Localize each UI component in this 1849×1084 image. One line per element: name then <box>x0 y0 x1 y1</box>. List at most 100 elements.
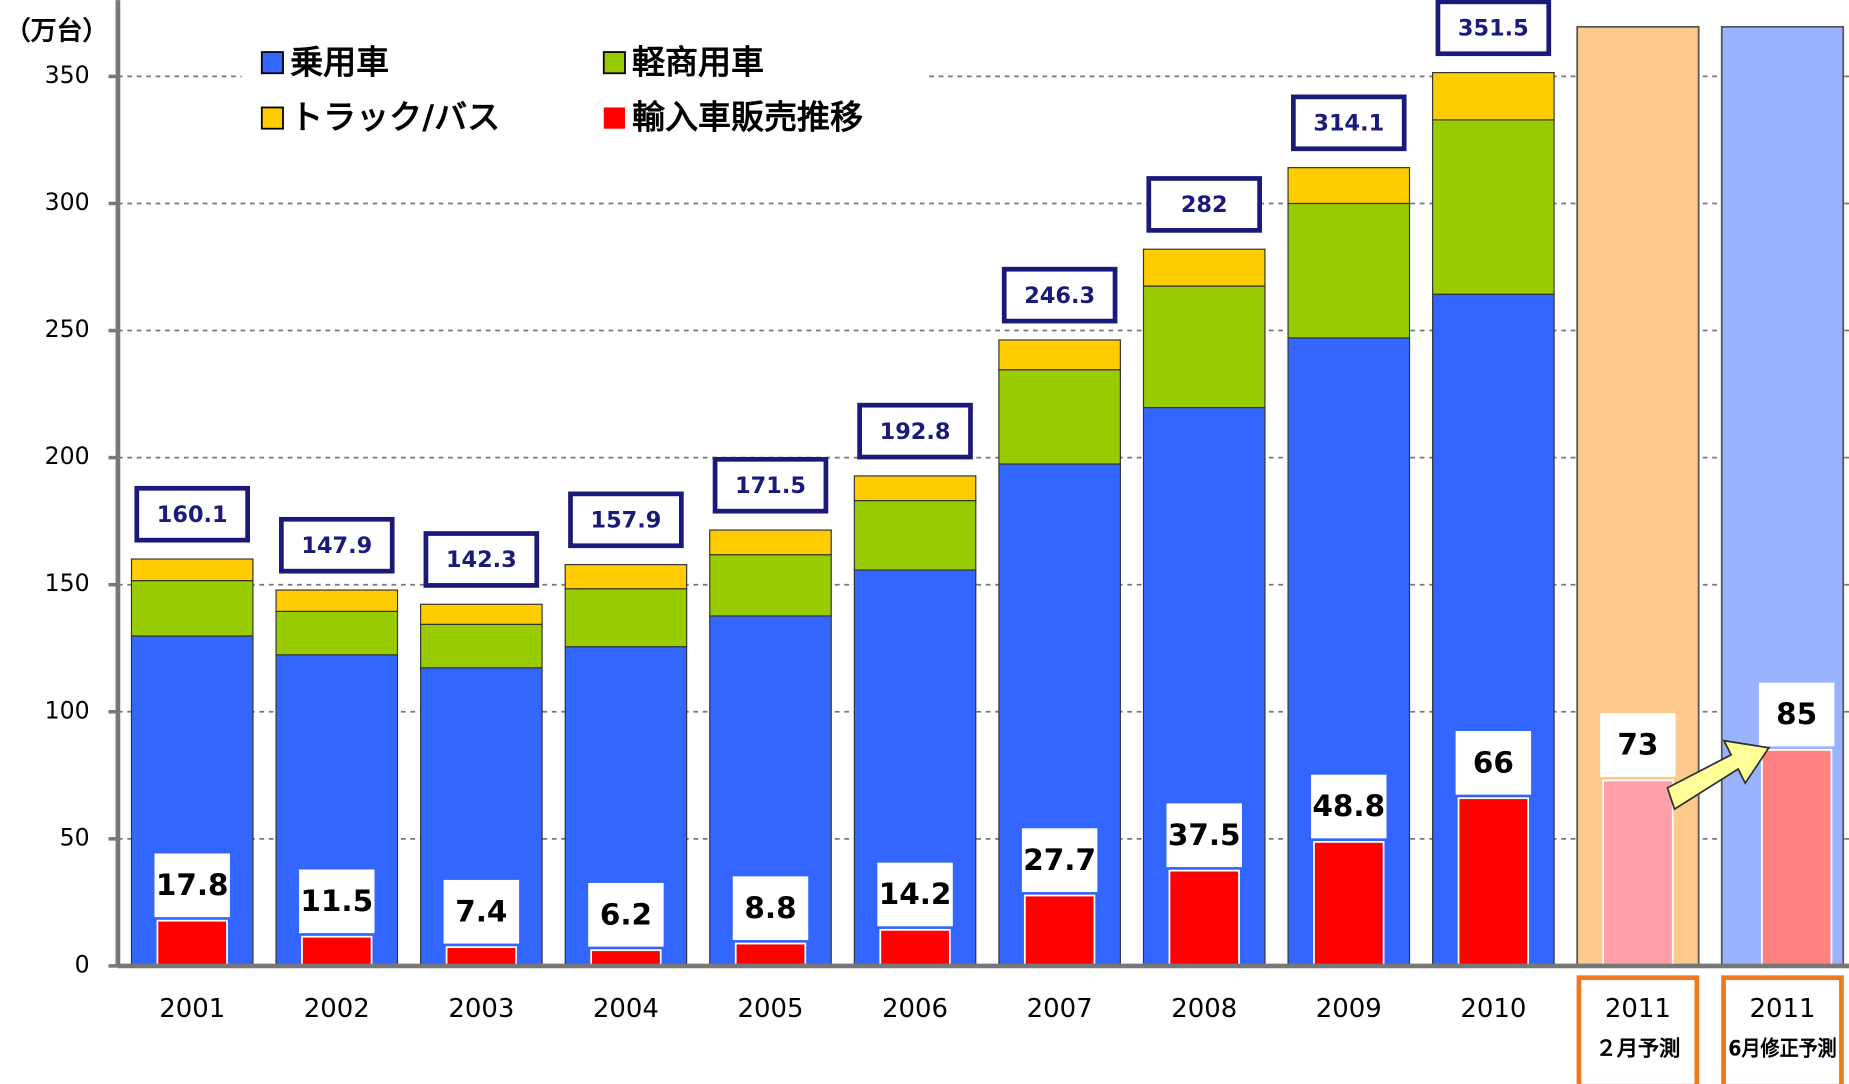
forecast-label-box <box>1721 975 1844 1084</box>
total-label: 142.3 <box>446 547 517 573</box>
y-tick-label: 200 <box>45 442 90 470</box>
value-box <box>1311 774 1387 839</box>
total-box <box>712 456 829 514</box>
bar-segment <box>564 588 688 648</box>
bar-segment <box>420 623 543 669</box>
bar-segment <box>420 603 543 625</box>
value-label: 14.2 <box>879 877 952 911</box>
total-box <box>423 531 540 588</box>
total-box <box>857 402 973 460</box>
value-label: 7.4 <box>455 894 507 928</box>
arrow <box>1666 739 1771 811</box>
total-label: 192.8 <box>880 419 951 445</box>
legend-label: 輸入車販売推移 <box>632 98 863 137</box>
import-bar <box>1760 749 1833 967</box>
total-label: 282 <box>1181 192 1228 218</box>
bar-segment <box>853 499 977 571</box>
import-bar <box>590 949 662 967</box>
x-tick-label: 2008 <box>1171 994 1237 1024</box>
bar-segment <box>1142 248 1266 287</box>
total-label: 246.3 <box>1024 283 1095 309</box>
value-label: 11.5 <box>300 884 373 918</box>
bar-segment <box>130 558 254 582</box>
value-label: 6.2 <box>600 897 652 931</box>
category-note: ２月予測 <box>1595 1037 1680 1062</box>
legend-label: トラック/バス <box>290 98 500 137</box>
bar-segment <box>564 564 688 590</box>
y-tick-label: 50 <box>60 823 90 851</box>
x-tick-label: 2006 <box>882 994 948 1024</box>
legend-bg <box>241 33 926 152</box>
total-box <box>134 485 250 543</box>
import-bar <box>301 935 373 967</box>
value-box <box>732 876 809 941</box>
x-tick-label: 2009 <box>1316 994 1382 1024</box>
legend-swatch <box>603 107 625 129</box>
bar-segment <box>1287 167 1411 205</box>
import-bar <box>1023 894 1096 967</box>
legend-swatch <box>260 51 284 75</box>
legend-swatch <box>260 106 284 130</box>
value-box <box>1600 713 1676 777</box>
import-bar <box>879 928 951 967</box>
bar-segment <box>1432 119 1555 295</box>
bar-segment <box>275 610 399 656</box>
legend-label: 軽商用車 <box>632 42 764 81</box>
x-tick-label: 2011 <box>1749 994 1815 1024</box>
total-box <box>1435 0 1552 57</box>
y-tick-label: 300 <box>45 188 90 216</box>
bar-segment <box>130 580 254 637</box>
value-box <box>1166 803 1242 868</box>
total-label: 160.1 <box>157 502 228 528</box>
x-tick-label: 2001 <box>159 994 225 1024</box>
value-box <box>154 853 230 918</box>
bar-segment <box>709 529 832 556</box>
value-label: 37.5 <box>1168 818 1241 852</box>
y-tick-label: 100 <box>45 696 90 724</box>
value-box <box>1021 828 1098 892</box>
total-label: 147.9 <box>301 533 372 559</box>
value-box <box>877 862 953 927</box>
y-tick-label: 350 <box>45 61 90 89</box>
bar-segment <box>998 369 1121 465</box>
x-tick-label: 2007 <box>1027 994 1093 1024</box>
total-box <box>1146 176 1262 233</box>
import-bar <box>1457 797 1530 967</box>
import-bar <box>445 946 518 967</box>
forecast-label-box <box>1576 975 1700 1084</box>
category-note: 6月修正予測 <box>1728 1036 1836 1062</box>
value-box <box>1758 682 1835 747</box>
bar-segment <box>709 554 832 617</box>
total-box <box>1001 266 1118 324</box>
value-label: 73 <box>1617 728 1658 762</box>
value-box <box>1455 730 1532 795</box>
value-label: 8.8 <box>744 891 796 925</box>
bar-segment <box>998 339 1121 371</box>
value-box <box>299 869 375 934</box>
value-label: 66 <box>1473 745 1514 779</box>
bar-segment <box>275 589 399 612</box>
value-label: 48.8 <box>1312 789 1385 823</box>
total-label: 314.1 <box>1313 111 1384 137</box>
total-label: 351.5 <box>1458 15 1529 41</box>
import-bar <box>1602 779 1674 967</box>
x-tick-label: 2011 <box>1605 994 1671 1024</box>
import-bar <box>156 919 228 967</box>
y-tick-label: 250 <box>45 315 90 343</box>
bar-segment <box>1142 285 1266 409</box>
total-label: 157.9 <box>591 507 662 533</box>
total-box <box>568 491 684 549</box>
x-tick-label: 2010 <box>1460 994 1526 1024</box>
total-label: 171.5 <box>735 473 806 499</box>
total-box <box>1290 94 1407 152</box>
import-bar <box>1168 869 1240 967</box>
value-box <box>443 879 520 944</box>
import-bar <box>1313 841 1385 967</box>
value-label: 85 <box>1776 697 1817 731</box>
unit-label: （万台） <box>5 15 109 46</box>
legend-label: 乗用車 <box>290 42 389 81</box>
import-bar <box>734 942 807 967</box>
x-tick-label: 2003 <box>448 994 514 1024</box>
